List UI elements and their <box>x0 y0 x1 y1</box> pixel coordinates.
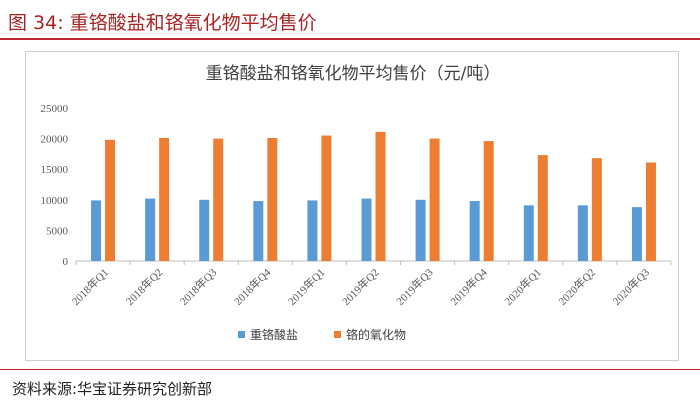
bar-dichromate <box>415 199 426 261</box>
source-divider <box>0 369 700 370</box>
y-tick-label: 15000 <box>41 164 69 176</box>
bar-dichromate <box>307 200 318 261</box>
y-tick-label: 5000 <box>46 225 69 237</box>
figure-header: 图 34: 重铬酸盐和铬氧化物平均售价 <box>0 0 700 40</box>
chart-title: 重铬酸盐和铬氧化物平均售价（元/吨） <box>206 64 501 84</box>
x-tick-label: 2019年Q1 <box>285 265 328 308</box>
x-tick-label: 2020年Q2 <box>555 265 598 308</box>
bar-chromium-oxide <box>213 138 224 261</box>
figure-label: 图 34: <box>8 12 64 34</box>
y-tick-label: 0 <box>63 256 69 268</box>
bar-chart: 重铬酸盐和铬氧化物平均售价（元/吨） 0 5000 10000 15000 20000 25… <box>41 64 672 342</box>
bar-dichromate <box>523 205 534 261</box>
chart-container: 重铬酸盐和铬氧化物平均售价（元/吨） 0 5000 10000 15000 20000 25… <box>25 51 679 361</box>
bar-chromium-oxide <box>429 138 440 261</box>
bar-chromium-oxide <box>267 137 278 261</box>
bar-chromium-oxide <box>105 139 116 261</box>
x-tick-label: 2020年Q1 <box>501 265 544 308</box>
y-tick-label: 25000 <box>41 103 69 115</box>
x-tick-label: 2019年Q3 <box>393 265 436 308</box>
x-tick-label: 2019年Q4 <box>447 265 490 308</box>
bar-dichromate <box>469 201 480 261</box>
bar-chromium-oxide <box>321 135 332 261</box>
bar-chromium-oxide <box>483 141 494 261</box>
x-tick-label: 2020年Q3 <box>609 265 652 308</box>
bar-dichromate <box>145 198 156 261</box>
bar-chromium-oxide <box>591 158 602 261</box>
legend-label-dichromate: 重铬酸盐 <box>250 327 298 342</box>
source-note: 资料来源:华宝证券研究创新部 <box>12 380 213 398</box>
legend-label-chromium-oxide: 铬的氧化物 <box>346 327 406 342</box>
y-tick-label: 10000 <box>41 195 69 207</box>
bar-dichromate <box>91 200 102 261</box>
bar-dichromate <box>199 199 210 261</box>
figure-title: 图 34: 重铬酸盐和铬氧化物平均售价 <box>8 8 317 35</box>
bar-chromium-oxide <box>375 131 386 261</box>
bar-chromium-oxide <box>645 162 656 261</box>
header-divider <box>0 38 700 40</box>
x-tick-label: 2018年Q3 <box>177 265 220 308</box>
bar-dichromate <box>253 201 264 261</box>
figure-title-text: 重铬酸盐和铬氧化物平均售价 <box>69 12 317 34</box>
bar-chromium-oxide <box>537 155 548 261</box>
x-tick-label: 2018年Q4 <box>231 265 274 308</box>
legend-swatch-chromium-oxide <box>334 331 341 338</box>
bar-chromium-oxide <box>159 137 170 261</box>
x-tick-label: 2018年Q2 <box>123 265 166 308</box>
x-tick-label: 2019年Q2 <box>339 265 382 308</box>
bar-dichromate <box>361 198 372 261</box>
bar-dichromate <box>631 207 642 261</box>
x-tick-label: 2018年Q1 <box>68 265 111 308</box>
legend-swatch-dichromate <box>238 331 245 338</box>
bar-dichromate <box>577 205 588 261</box>
y-tick-label: 20000 <box>41 134 69 146</box>
